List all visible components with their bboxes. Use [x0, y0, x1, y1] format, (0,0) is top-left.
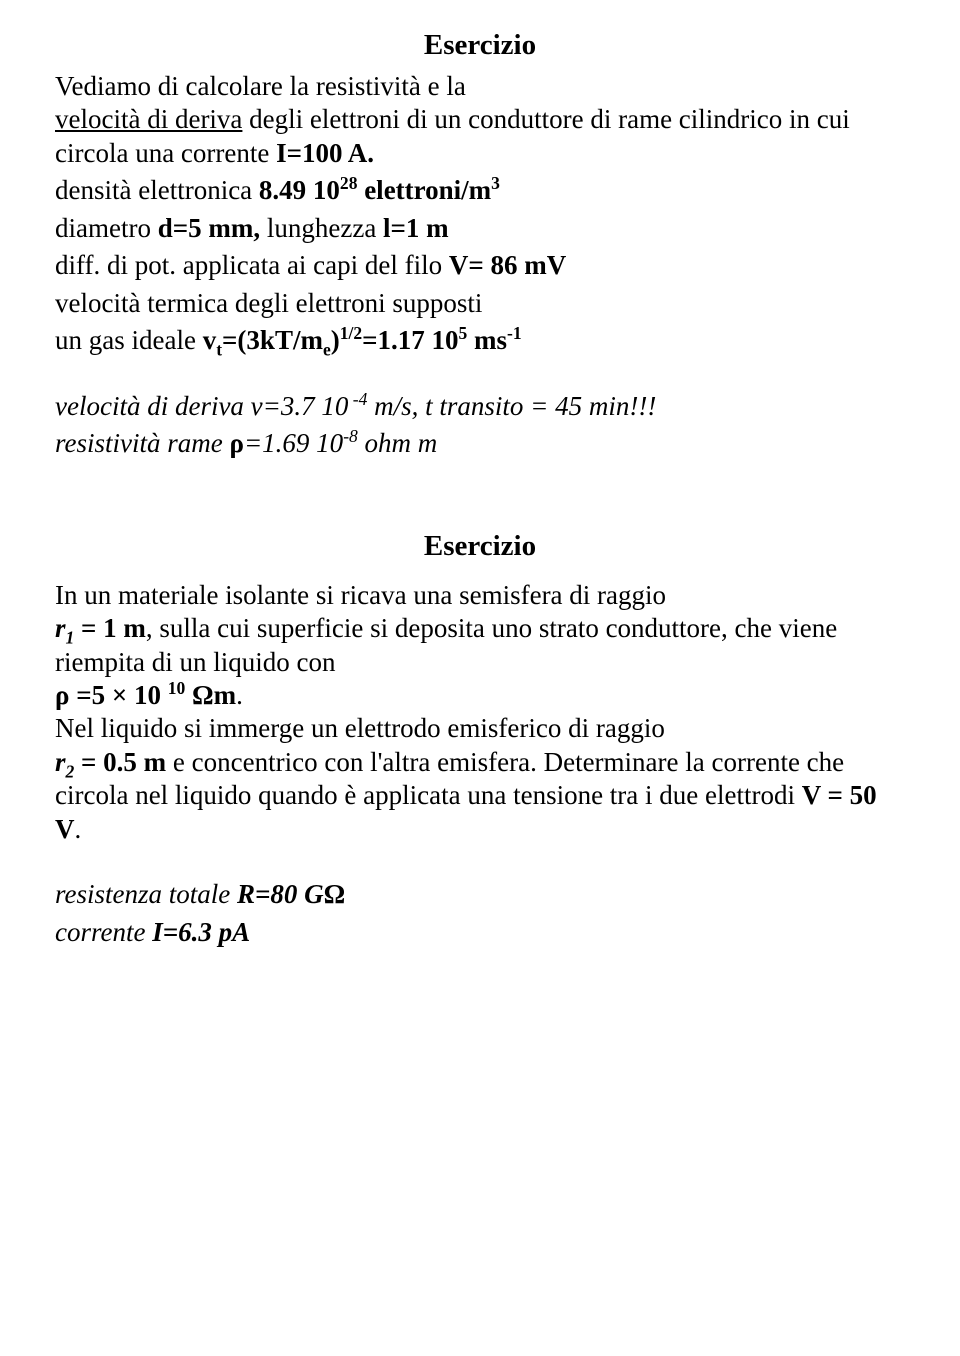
- spacer: [55, 362, 905, 390]
- ex1-para-1: Vediamo di calcolare la resistività e la…: [55, 70, 905, 170]
- text: diametro: [55, 213, 158, 243]
- italic-text: resistività rame: [55, 428, 230, 458]
- bold-text: V= 86 mV: [449, 250, 566, 280]
- text: =1.69 10: [244, 428, 343, 458]
- sub: e: [323, 340, 331, 360]
- text: lunghezza: [260, 213, 383, 243]
- ex2-result-2: corrente I=6.3 pA: [55, 916, 905, 949]
- text: ohm m: [358, 428, 438, 458]
- sup: 3: [491, 173, 500, 193]
- italic-text: resistenza totale: [55, 879, 237, 909]
- omega-symbol: Ω: [324, 879, 346, 909]
- spacer: [55, 571, 905, 579]
- bold-text: 8.49 1028 elettroni/m3: [259, 175, 500, 205]
- text: diff. di pot. applicata ai capi del filo: [55, 250, 449, 280]
- sup: 10: [168, 678, 186, 698]
- sub: 2: [66, 761, 75, 781]
- text: densità elettronica: [55, 175, 259, 205]
- sub: 1: [66, 627, 75, 647]
- ex1-para-6: un gas ideale vt=(3kT/me)1/2=1.17 105 ms…: [55, 324, 905, 357]
- text: e concentrico con l'altra emisfera. Dete…: [55, 747, 844, 810]
- text: =1.17 10: [362, 325, 458, 355]
- text: Nel liquido si immerge un elettrodo emis…: [55, 713, 665, 743]
- ex2-result-1: resistenza totale R=80 GΩ: [55, 878, 905, 911]
- text: Ωm: [185, 680, 236, 710]
- exercise-2-title: Esercizio: [55, 529, 905, 565]
- text: In un materiale isolante si ricava una s…: [55, 580, 666, 610]
- text: ): [331, 325, 340, 355]
- spacer: [55, 465, 905, 529]
- spacer: [55, 850, 905, 878]
- text: r: [55, 613, 66, 643]
- bold-text: l=1 m: [383, 213, 449, 243]
- bold-text: ρ =5 × 10 10 Ωm: [55, 680, 236, 710]
- text: v: [203, 325, 217, 355]
- ex2-para-1: In un materiale isolante si ricava una s…: [55, 579, 905, 847]
- sup: 1/2: [340, 323, 362, 343]
- text: ρ =5 × 10: [55, 680, 168, 710]
- sup: -1: [507, 323, 522, 343]
- text: resistività rame: [55, 428, 230, 458]
- bold-text: = 1 m: [74, 613, 146, 643]
- text: r: [55, 747, 66, 777]
- ex1-para-4: diff. di pot. applicata ai capi del filo…: [55, 249, 905, 282]
- sup: 28: [340, 173, 358, 193]
- bold-text: = 0.5 m: [74, 747, 166, 777]
- italic-text: corrente: [55, 917, 152, 947]
- bold-italic-text: r2: [55, 747, 74, 777]
- bold-text: vt=(3kT/me)1/2=1.17 105 ms-1: [203, 325, 522, 355]
- ex1-result-2: resistività rame ρ=1.69 10-8 ohm m: [55, 427, 905, 460]
- sup: 5: [459, 323, 468, 343]
- rho-symbol: ρ: [230, 428, 244, 458]
- ex1-result-1: velocità di deriva v=3.7 10 -4 m/s, t tr…: [55, 390, 905, 423]
- italic-text: velocità di deriva v=3.7 10 -4 m/s, t tr…: [55, 391, 656, 421]
- text: , sulla cui superficie si deposita uno s…: [55, 613, 837, 676]
- text: un gas ideale: [55, 325, 203, 355]
- exercise-1-title: Esercizio: [55, 28, 905, 64]
- underlined-text: velocità di deriva: [55, 104, 242, 134]
- text: Vediamo di calcolare la resistività e la: [55, 71, 466, 101]
- text: velocità di deriva v=3.7 10: [55, 391, 348, 421]
- document-page: Esercizio Vediamo di calcolare la resist…: [0, 0, 960, 1356]
- ex1-para-2: densità elettronica 8.49 1028 elettroni/…: [55, 174, 905, 207]
- text: elettroni/m: [357, 175, 491, 205]
- ex1-para-5: velocità termica degli elettroni suppost…: [55, 287, 905, 320]
- text: .: [75, 814, 82, 844]
- text: =(3kT/m: [222, 325, 323, 355]
- bold-text: d=5 mm,: [158, 213, 260, 243]
- bold-italic-text: r1: [55, 613, 74, 643]
- text: ms: [467, 325, 507, 355]
- text: 8.49 10: [259, 175, 340, 205]
- sup: -8: [343, 426, 358, 446]
- text: .: [236, 680, 243, 710]
- bold-text: I=100 A.: [276, 138, 374, 168]
- text: velocità termica degli elettroni suppost…: [55, 288, 482, 318]
- bold-italic-text: R=80 G: [237, 879, 324, 909]
- bold-italic-text: I=6.3 pA: [152, 917, 250, 947]
- sup: -4: [348, 389, 367, 409]
- italic-text: =1.69 10-8 ohm m: [244, 428, 437, 458]
- ex1-para-3: diametro d=5 mm, lunghezza l=1 m: [55, 212, 905, 245]
- text: m/s, t transito = 45 min!!!: [367, 391, 656, 421]
